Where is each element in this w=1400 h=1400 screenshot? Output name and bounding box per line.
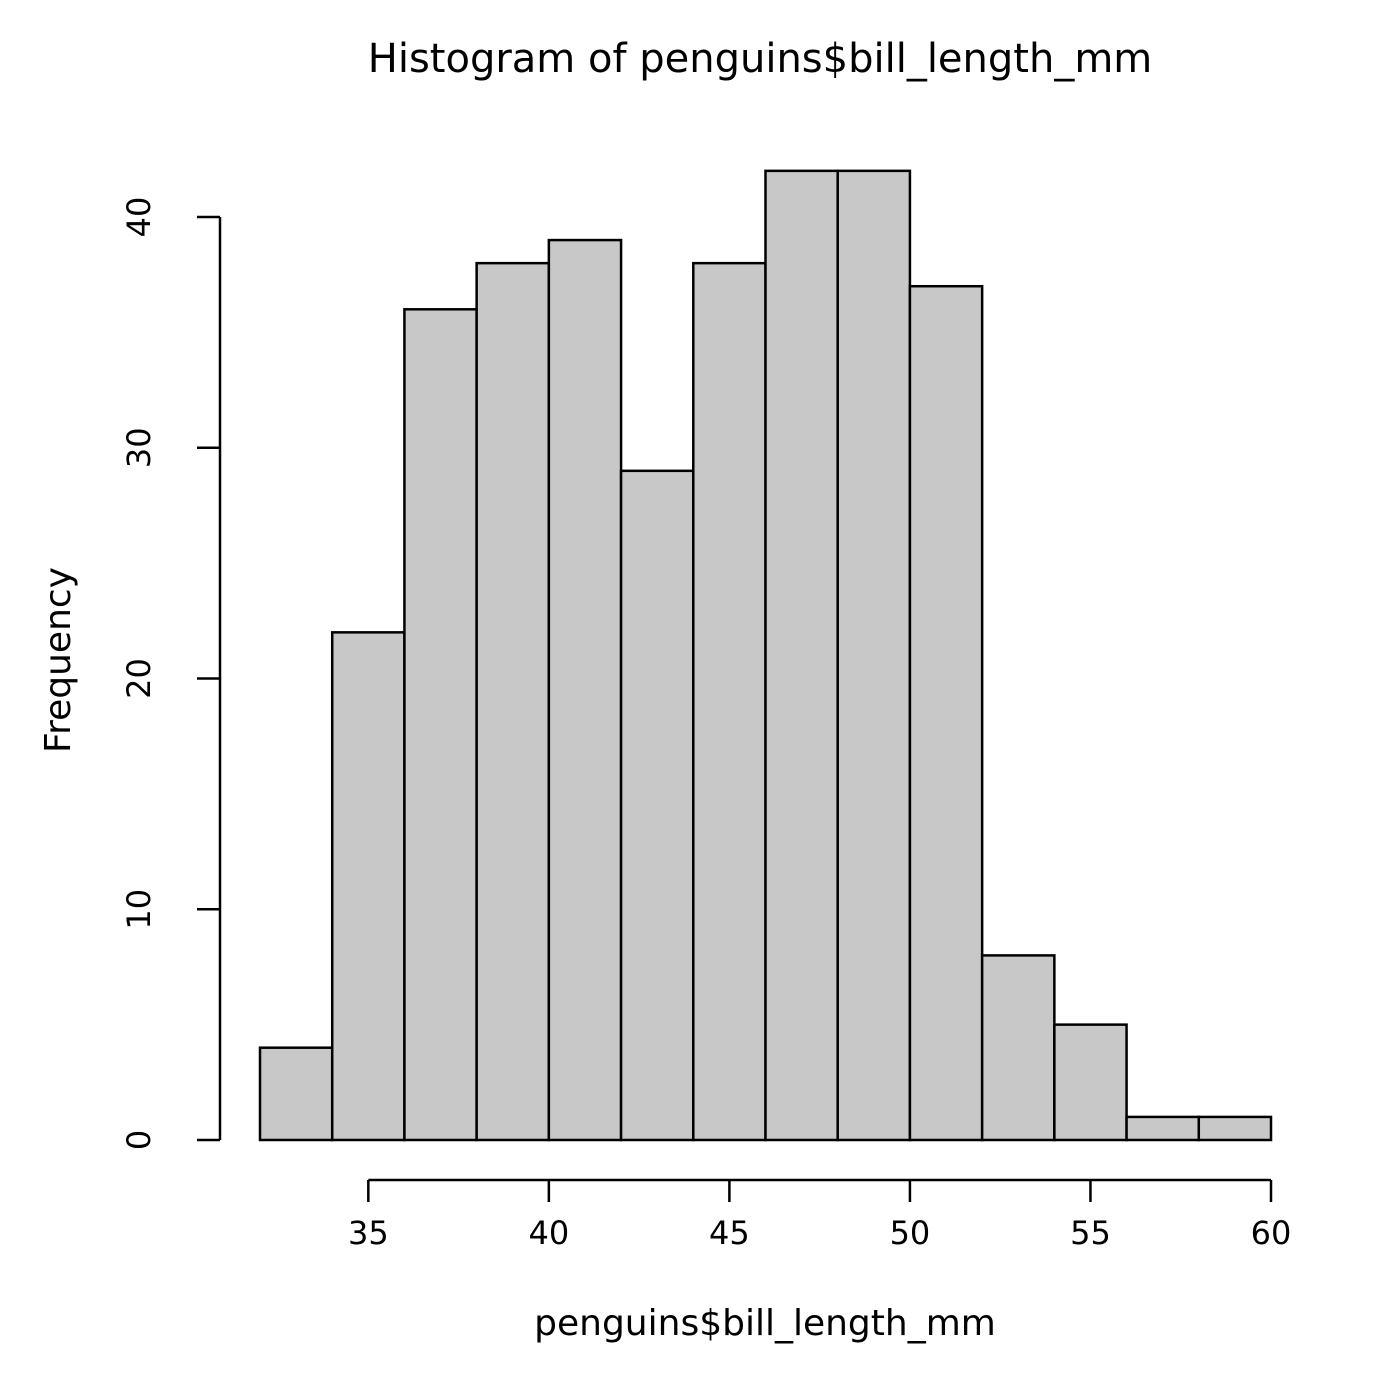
bars xyxy=(258,169,1273,1142)
histogram-bar xyxy=(258,1046,334,1142)
y-axis-label: Frequency xyxy=(38,567,79,753)
histogram-bar xyxy=(1197,1115,1273,1142)
y-tick-label: 0 xyxy=(120,1130,158,1150)
x-axis: 35 40 45 50 55 60 xyxy=(348,1178,1292,1252)
x-tick-label: 50 xyxy=(890,1214,931,1252)
x-tick-label: 55 xyxy=(1070,1214,1111,1252)
y-tick-label: 30 xyxy=(120,427,158,468)
histogram-bar xyxy=(1053,1023,1128,1142)
histogram-bar xyxy=(1125,1115,1201,1142)
y-axis: 0 10 20 30 40 xyxy=(120,197,222,1150)
y-tick-label: 20 xyxy=(120,658,158,699)
histogram-bar xyxy=(692,261,767,1142)
histogram-bar xyxy=(403,308,478,1142)
histogram-bar xyxy=(980,954,1056,1142)
x-axis-label: penguins$bill_length_mm xyxy=(534,1303,996,1344)
histogram-bar xyxy=(330,631,406,1142)
x-tick-label: 35 xyxy=(348,1214,389,1252)
x-tick-label: 60 xyxy=(1251,1214,1292,1252)
y-tick-label: 40 xyxy=(120,197,158,238)
histogram-bar xyxy=(764,169,839,1142)
histogram-bar xyxy=(836,169,912,1142)
y-tick-label: 10 xyxy=(120,889,158,930)
histogram-bar xyxy=(547,238,623,1142)
chart-title: Histogram of penguins$bill_length_mm xyxy=(368,36,1153,82)
x-tick-label: 40 xyxy=(528,1214,569,1252)
x-tick-label: 45 xyxy=(709,1214,750,1252)
histogram-bar xyxy=(619,469,695,1142)
histogram-bar xyxy=(475,261,551,1142)
histogram-bar xyxy=(908,284,984,1142)
